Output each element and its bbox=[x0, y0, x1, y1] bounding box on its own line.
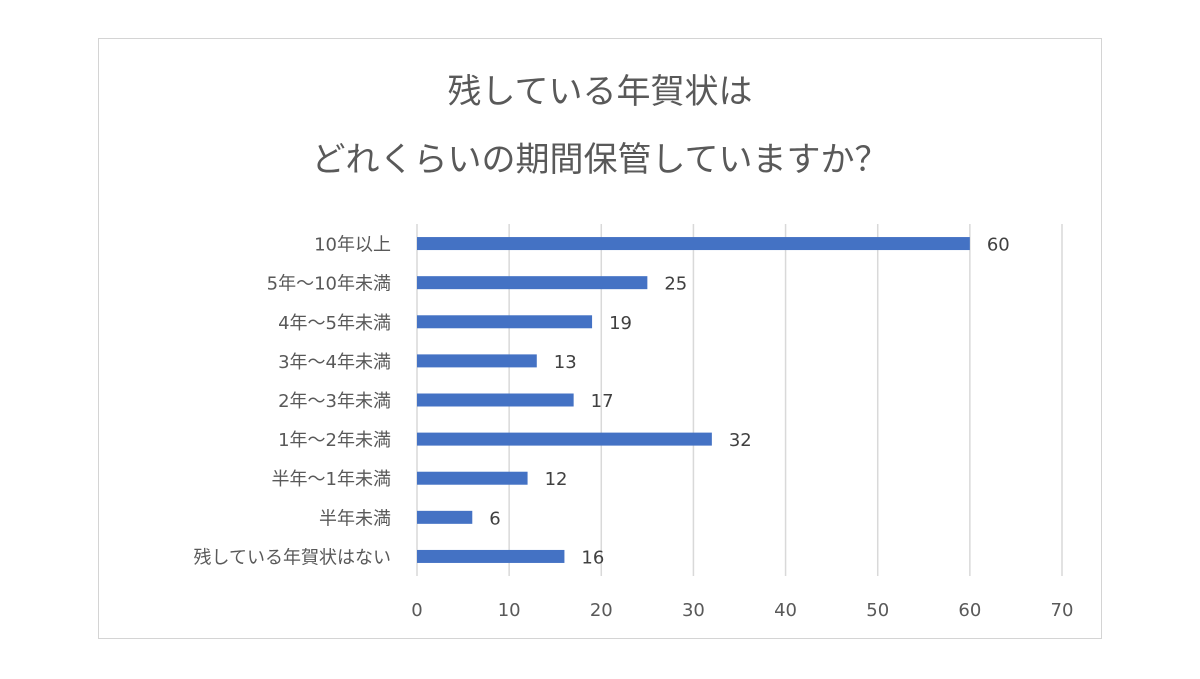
x-tick-label: 40 bbox=[774, 600, 797, 621]
category-label: 4年～5年未満 bbox=[278, 313, 391, 334]
category-label: 5年～10年未満 bbox=[267, 274, 391, 295]
data-label: 13 bbox=[554, 352, 577, 373]
bar bbox=[417, 510, 473, 524]
data-label: 25 bbox=[664, 274, 687, 295]
data-label: 19 bbox=[609, 313, 632, 334]
data-label: 17 bbox=[591, 391, 614, 412]
bar bbox=[417, 393, 574, 407]
data-label: 16 bbox=[581, 547, 604, 568]
bar bbox=[417, 237, 970, 251]
x-tick-label: 20 bbox=[590, 600, 613, 621]
data-label: 32 bbox=[729, 430, 752, 451]
x-tick-label: 60 bbox=[958, 600, 981, 621]
bar bbox=[417, 354, 537, 368]
data-label: 12 bbox=[545, 469, 568, 490]
category-label: 半年未満 bbox=[319, 508, 391, 529]
chart-title-line-1: 残している年賀状は bbox=[447, 72, 753, 112]
category-label: 3年～4年未満 bbox=[278, 352, 391, 373]
category-label: 10年以上 bbox=[314, 235, 391, 256]
category-label: 半年～1年未満 bbox=[272, 469, 391, 490]
chart-title-line-2: どれくらいの期間保管していますか？ bbox=[311, 140, 889, 180]
bar bbox=[417, 315, 593, 329]
x-tick-label: 10 bbox=[498, 600, 521, 621]
data-label: 6 bbox=[489, 508, 500, 529]
x-tick-label: 30 bbox=[682, 600, 705, 621]
x-tick-label: 0 bbox=[411, 600, 422, 621]
bar bbox=[417, 432, 712, 446]
data-label: 60 bbox=[987, 235, 1010, 256]
category-label: 2年～3年未満 bbox=[278, 391, 391, 412]
x-tick-label: 50 bbox=[866, 600, 889, 621]
bar bbox=[417, 549, 565, 563]
category-label: 1年～2年未満 bbox=[278, 430, 391, 451]
bar bbox=[417, 276, 648, 290]
bar bbox=[417, 471, 528, 485]
x-tick-label: 70 bbox=[1051, 600, 1074, 621]
chart-frame bbox=[98, 38, 1102, 639]
category-label: 残している年賀状はない bbox=[194, 547, 391, 568]
